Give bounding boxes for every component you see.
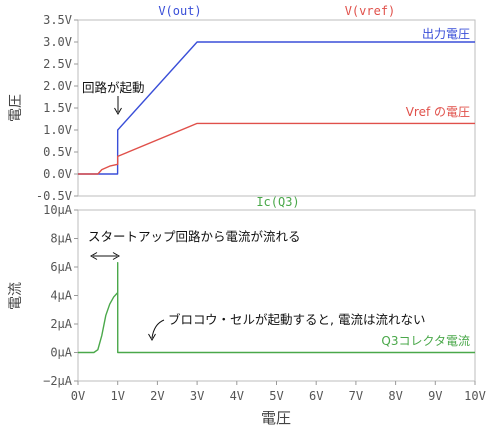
annotation-circuit-start: 回路が起動	[82, 80, 145, 95]
bottom-x-ticks: 0V 1V 2V 3V 4V 5V 6V 7V 8V 9V 10V	[71, 381, 486, 403]
series-line-v-out	[78, 41, 475, 175]
top-y-tick-label: 1.0V	[43, 123, 72, 137]
top-y-tick-label: 3.5V	[43, 13, 72, 27]
bottom-y-axis-label: 電流	[8, 282, 24, 310]
annotation-circuit-start-arrow	[114, 96, 122, 115]
annotation-startup-current: スタートアップ回路から電流が流れる	[88, 229, 301, 244]
bottom-y-tick-label: 10μA	[43, 203, 73, 217]
x-tick-label: 8V	[388, 389, 402, 403]
top-y-tick-label: 3.0V	[43, 35, 72, 49]
top-y-tick-label: 1.5V	[43, 101, 72, 115]
x-tick-label: 7V	[349, 389, 363, 403]
top-panel: -0.5V 0.0V 0.5V 1.0V 1.5V 2.0V 2.5V 3.0V 3.5V 電圧…	[8, 4, 476, 203]
annotation-startup-current-arrow	[90, 252, 120, 260]
top-y-tick-label: 0.5V	[43, 145, 72, 159]
series-line-ic-q3	[78, 262, 475, 354]
x-tick-label: 1V	[110, 389, 124, 403]
top-series-title-vout: V(out)	[158, 4, 201, 18]
series-line-v-vref	[78, 122, 475, 175]
top-series-group	[78, 41, 475, 175]
bottom-series-group	[78, 262, 475, 354]
x-tick-label: 6V	[309, 389, 323, 403]
bottom-y-tick-label: 6μA	[50, 260, 72, 274]
bottom-series-title-ic: Ic(Q3)	[256, 195, 299, 209]
top-y-ticks: -0.5V 0.0V 0.5V 1.0V 1.5V 2.0V 2.5V 3.0V 3.5V	[36, 13, 78, 203]
top-y-tick-label: 2.0V	[43, 79, 72, 93]
bottom-y-tick-label: 8μA	[50, 232, 72, 246]
legend-ic: Q3コレクタ電流	[381, 334, 470, 348]
x-tick-label: 4V	[230, 389, 244, 403]
bottom-y-tick-label: 4μA	[50, 289, 72, 303]
x-tick-label: 5V	[269, 389, 283, 403]
x-tick-label: 3V	[190, 389, 204, 403]
bottom-y-tick-label: 0μA	[50, 346, 72, 360]
x-tick-label: 9V	[428, 389, 442, 403]
annotation-cell-start-arrow	[148, 319, 165, 341]
legend-vout: 出力電圧	[422, 27, 470, 41]
top-series-title-vref: V(vref)	[345, 4, 396, 18]
top-y-tick-label: -0.5V	[36, 189, 72, 203]
annotation-cell-start: ブロコウ・セルが起動すると, 電流は流れない	[168, 312, 425, 327]
bottom-y-tick-label: 2μA	[50, 317, 72, 331]
bottom-y-ticks: −2μA 0μA 2μA 4μA 6μA 8μA 10μA	[43, 203, 78, 388]
x-tick-label: 0V	[71, 389, 85, 403]
bottom-y-tick-label: −2μA	[43, 374, 73, 388]
top-y-tick-label: 0.0V	[43, 167, 72, 181]
bottom-panel: −2μA 0μA 2μA 4μA 6μA 8μA 10μA 0V 1V 2V 3V 4V 5V 6V 7V…	[8, 195, 486, 427]
top-y-axis-label: 電圧	[8, 94, 24, 122]
top-y-tick-label: 2.5V	[43, 57, 72, 71]
x-axis-label: 電圧	[261, 409, 291, 427]
legend-vref: Vref の電圧	[406, 105, 470, 119]
x-tick-label: 2V	[150, 389, 164, 403]
x-tick-label: 10V	[464, 389, 486, 403]
